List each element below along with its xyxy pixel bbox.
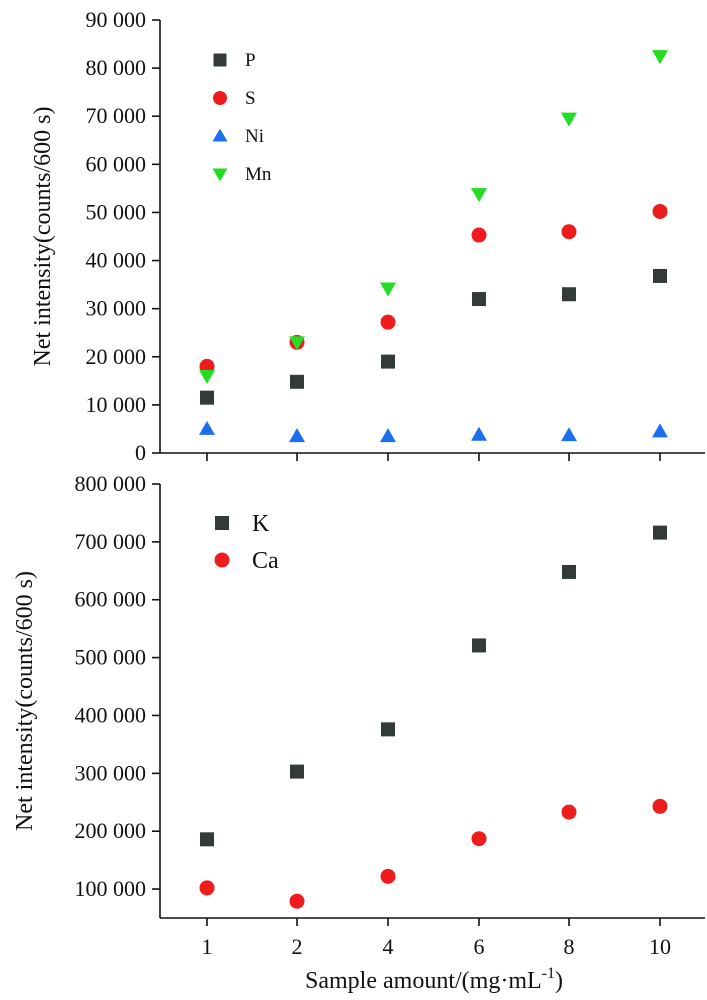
x-axis-label-main: Sample amount/(mg·mL (305, 968, 542, 994)
y-tick-label: 500 000 (75, 645, 147, 670)
x-axis-label-suffix: ) (555, 968, 563, 994)
legend-marker-k (215, 516, 229, 530)
data-point-ni-10 (652, 423, 668, 438)
legend-marker-ca (214, 552, 230, 568)
data-point-mn-8 (561, 112, 577, 127)
data-point-k-10 (653, 525, 667, 540)
x-tick-label: 10 (649, 934, 671, 959)
data-point-s-6 (471, 227, 487, 243)
data-point-p-2 (290, 374, 304, 389)
legend-label-s: S (245, 88, 256, 109)
x-axis-label: Sample amount/(mg·mL-1) (305, 965, 563, 994)
y-axis-label: Net intensity(counts/600 s) (30, 107, 56, 367)
legend-label-k: K (252, 511, 270, 537)
legend-marker-mn (212, 168, 228, 182)
data-point-s-8 (561, 224, 577, 240)
y-tick-label: 70 000 (86, 103, 147, 128)
data-point-p-1 (200, 390, 214, 405)
data-point-k-6 (472, 638, 486, 653)
data-point-mn-10 (652, 50, 668, 65)
legend-marker-ni (212, 128, 228, 142)
data-point-ca-1 (199, 880, 215, 896)
legend-marker-p (213, 53, 227, 67)
data-point-ni-6 (471, 426, 487, 441)
x-axis-label-superscript: -1 (542, 965, 555, 982)
data-point-s-10 (652, 203, 668, 219)
data-point-k-2 (290, 764, 304, 779)
y-tick-label: 300 000 (75, 760, 147, 785)
top-panel: 0 10 000 20 000 30 000 40 000 50 000 60 000 70 … (30, 7, 705, 465)
data-point-k-8 (562, 564, 576, 579)
y-tick-label: 90 000 (86, 7, 147, 32)
data-point-p-10 (653, 268, 667, 283)
y-tick-label: 10 000 (86, 392, 147, 417)
data-point-mn-1 (199, 370, 215, 385)
data-point-ca-10 (652, 798, 668, 814)
y-tick-label: 40 000 (86, 248, 147, 273)
data-point-p-8 (562, 287, 576, 302)
y-tick-label: 700 000 (75, 529, 147, 554)
y-tick-label: 200 000 (75, 818, 147, 843)
data-point-k-1 (200, 832, 214, 847)
data-point-ca-2 (289, 893, 305, 909)
data-point-ca-8 (561, 804, 577, 820)
data-point-mn-6 (471, 188, 487, 203)
x-tick-label: 6 (474, 934, 485, 959)
data-point-ni-2 (289, 428, 305, 443)
y-tick-label: 100 000 (75, 876, 147, 901)
y-tick-label: 800 000 (75, 471, 147, 496)
x-tick-label: 4 (383, 934, 394, 959)
legend-label-mn: Mn (245, 164, 272, 185)
bottom-panel: 100 000 200 000 300 000 400 000 500 000 600 0… (12, 471, 705, 994)
data-point-ni-8 (561, 427, 577, 442)
data-point-ni-1 (199, 420, 215, 435)
y-tick-label: 20 000 (86, 344, 147, 369)
legend-marker-s (213, 91, 227, 105)
y-tick-label: 60 000 (86, 151, 147, 176)
y-axis-label: Net intensity(counts/600 s) (12, 571, 38, 831)
data-point-s-4 (380, 314, 396, 330)
x-tick-label: 2 (292, 934, 303, 959)
data-point-p-4 (381, 354, 395, 369)
legend-label-p: P (245, 50, 256, 71)
y-tick-label: 50 000 (86, 199, 147, 224)
x-tick-label: 8 (564, 934, 575, 959)
y-tick-label: 80 000 (86, 55, 147, 80)
data-point-mn-4 (380, 282, 396, 297)
data-point-p-6 (472, 292, 486, 307)
data-point-k-4 (381, 722, 395, 737)
x-tick-label: 1 (202, 934, 213, 959)
y-tick-label: 30 000 (86, 296, 147, 321)
legend-label-ca: Ca (252, 548, 279, 574)
y-tick-label: 600 000 (75, 587, 147, 612)
y-tick-label: 0 (135, 440, 146, 465)
data-point-ni-4 (380, 428, 396, 443)
data-point-ca-6 (471, 831, 487, 847)
data-point-ca-4 (380, 868, 396, 884)
y-tick-label: 400 000 (75, 702, 147, 727)
data-point-mn-2 (289, 336, 305, 351)
legend-label-ni: Ni (245, 126, 264, 147)
